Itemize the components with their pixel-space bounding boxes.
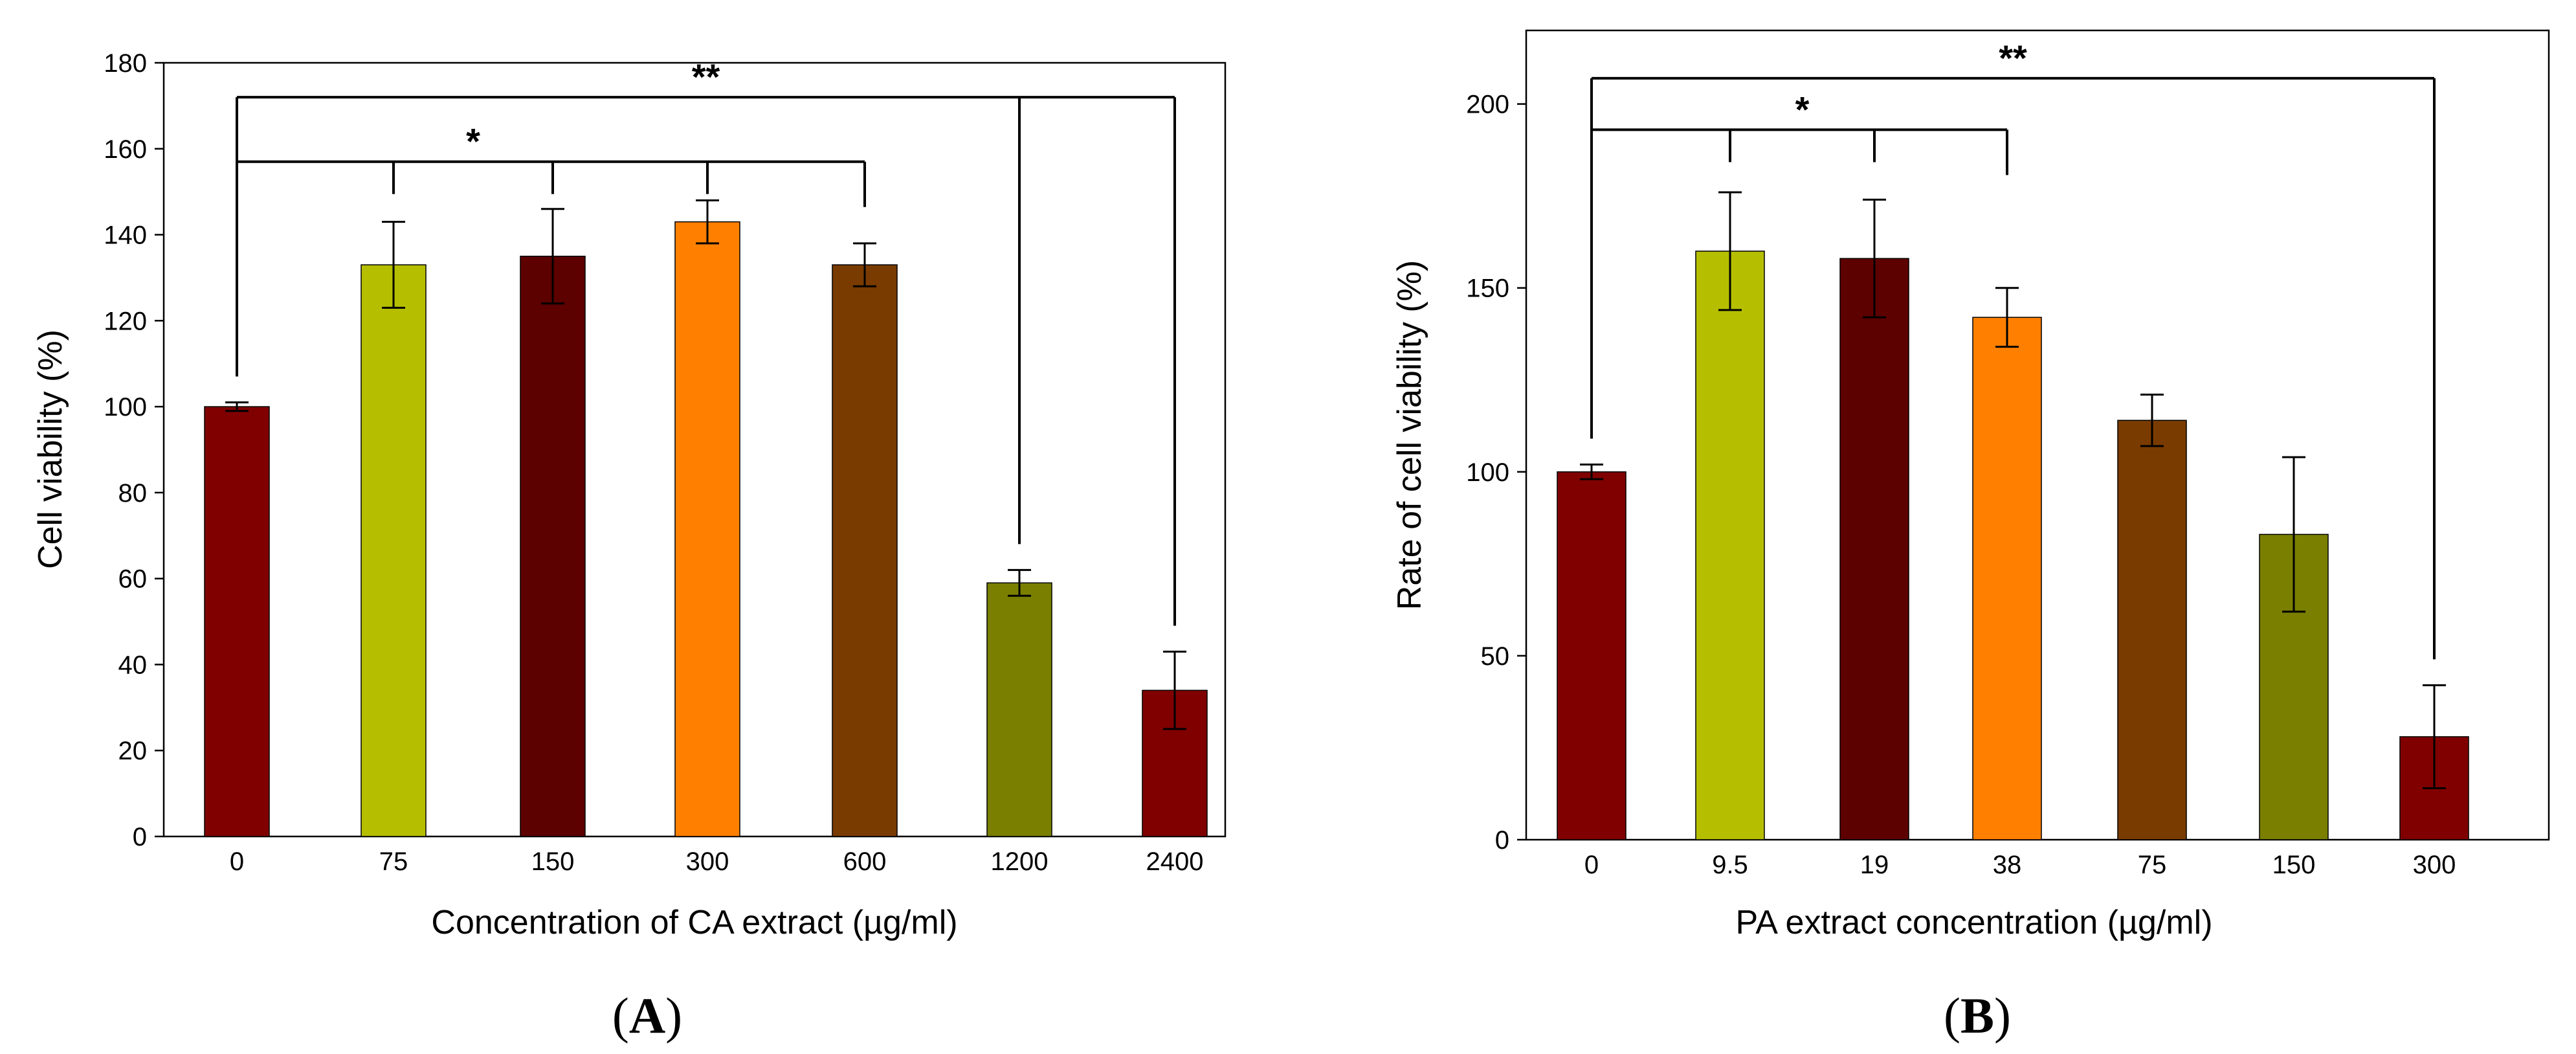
chart-b-y-axis-label: Rate of cell viability (%): [1391, 260, 1428, 610]
chart-a-bar: [204, 406, 270, 837]
chart-a-y-tick-label: 120: [104, 307, 147, 335]
chart-a-y-tick-label: 60: [118, 565, 148, 594]
chart-b-bar: [2117, 420, 2187, 840]
chart-a-significance-label: *: [466, 121, 480, 162]
chart-a-panel-label: (A): [612, 987, 682, 1044]
chart-a-significance-label: **: [692, 56, 720, 97]
chart-b-x-tick-label: 75: [2138, 851, 2167, 879]
chart-b-x-tick-label: 0: [1584, 851, 1599, 879]
chart-b-x-tick-label: 9.5: [1712, 851, 1748, 879]
chart-a: 0 20 40 60 80 100 120 140 160 180 0 75 150 300 600 1200…: [32, 49, 1227, 1044]
chart-a-x-tick-label: 75: [379, 847, 408, 876]
chart-b-y-tick-label: 200: [1466, 91, 1509, 119]
chart-a-y-tick-label: 160: [104, 135, 147, 164]
chart-a-bar: [674, 221, 740, 837]
chart-a-x-tick-label: 300: [686, 847, 729, 876]
chart-b-x-tick-label: 150: [2272, 851, 2316, 879]
chart-b-y-tick-label: 0: [1495, 826, 1509, 855]
chart-a-bar: [986, 582, 1052, 837]
chart-b-bar: [1972, 317, 2042, 840]
chart-a-x-tick-label: 150: [531, 847, 575, 876]
chart-b-x-axis-label: PA extract concentration (µg/ml): [1735, 904, 2212, 941]
chart-b-panel-letter: B: [1960, 987, 1994, 1044]
chart-a-y-tick-label: 180: [104, 49, 147, 78]
chart-b-y-tick-label: 50: [1481, 642, 1510, 671]
chart-a-y-axis-label: Cell viability (%): [32, 330, 69, 569]
chart-b-x-tick-label: 300: [2413, 851, 2456, 879]
chart-a-x-axis-label: Concentration of CA extract (µg/ml): [431, 904, 957, 941]
chart-b-x-tick-label: 19: [1860, 851, 1889, 879]
chart-b-x-tick-label: 38: [1993, 851, 2022, 879]
chart-a-y-tick-label: 80: [118, 479, 148, 508]
chart-a-bar: [520, 256, 586, 837]
chart-a-x-tick-label: 2400: [1146, 847, 1204, 876]
chart-b-bar: [1695, 251, 1765, 840]
chart-b-y-tick-label: 100: [1466, 458, 1509, 487]
chart-a-y-tick-label: 20: [118, 737, 148, 765]
chart-a-x-tick-label: 1200: [991, 847, 1049, 876]
chart-a-y-tick-label: 140: [104, 221, 147, 250]
chart-a-y-tick-label: 100: [104, 393, 147, 421]
chart-b-bar: [1839, 258, 1909, 840]
chart-a-bar: [832, 264, 898, 837]
chart-b-y-tick-label: 150: [1466, 275, 1509, 303]
chart-a-bar: [361, 264, 427, 837]
chart-b-significance-label: **: [1999, 38, 2027, 78]
chart-a-panel-letter: A: [629, 987, 665, 1044]
chart-a-y-tick-label: 0: [133, 823, 147, 851]
chart-a-x-tick-label: 0: [230, 847, 244, 876]
chart-b-bar: [1557, 471, 1627, 840]
chart-a-x-tick-label: 600: [843, 847, 887, 876]
chart-b-panel-label: (B): [1944, 987, 2011, 1044]
chart-a-y-tick-label: 40: [118, 651, 148, 679]
chart-b-significance-label: *: [1795, 89, 1810, 129]
